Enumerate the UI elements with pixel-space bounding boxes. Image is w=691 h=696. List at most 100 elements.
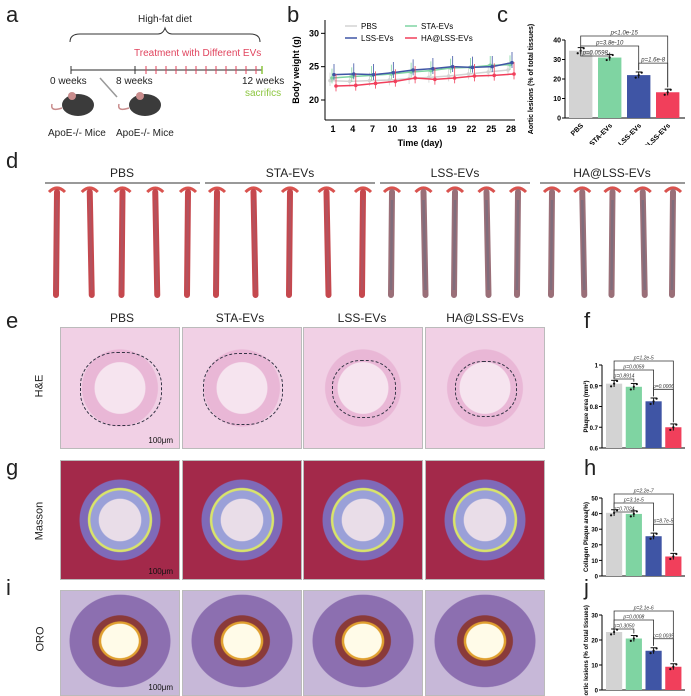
x-tick-label: 13 [407,124,417,134]
panel-label-a: a [6,2,19,27]
aorta-arch [178,186,198,194]
timeline-graphic [50,26,263,116]
plaque-outline [455,361,517,417]
panel-label-e: e [6,308,19,333]
x-tick-label: STA-EVs [589,122,615,145]
y-tick-label: 0.8 [590,405,599,411]
histology-image [303,590,423,696]
bar [606,512,623,576]
panel-label-f: f [584,308,591,333]
data-point [470,65,475,70]
data-point [431,66,435,71]
significance-bracket [613,507,635,513]
aorta-lesion [214,199,219,291]
aorta-arch [317,186,336,194]
y-axis-label: Aortic lesions (% of total tissues) [528,24,535,134]
data-point [472,74,477,78]
histology-image [303,460,423,580]
column-header: HA@LSS-EVs [446,311,524,325]
data-dot [634,76,637,79]
y-tick-label: 40 [553,38,561,45]
data-dot [635,510,638,513]
data-dot [669,668,672,671]
row-label-oro: ORO [34,626,47,652]
column-header: PBS [109,311,135,325]
p-value-label: p=0.7024 [612,507,634,513]
data-point [506,68,510,72]
data-point [328,78,332,83]
y-tick-label: 0.7 [590,426,599,432]
significance-bracket [613,627,635,634]
histology-image [182,327,302,449]
data-dot [612,382,616,385]
data-point [351,72,356,76]
p-value-label: p=3.1e-5 [623,498,644,504]
aorta-arch [633,186,652,194]
legend-label: HA@LSS-EVs [421,34,473,43]
data-dot [635,635,638,638]
aorta-lesion [389,199,394,291]
aorta-arch [113,186,132,194]
significance-bracket [580,45,611,57]
week0-label: 0 weeks [50,76,87,87]
aorta-arch [207,186,227,194]
data-dot [669,88,672,91]
y-tick-label: 20 [309,95,319,105]
data-point [391,70,396,75]
bar [625,513,642,576]
group-header: PBS [109,166,135,180]
p-value-label: p=1.6e-8 [640,58,666,64]
y-tick-label: 30 [309,28,319,38]
aorta-lesion [185,199,190,291]
data-point [433,77,437,82]
p-value-label: p=1.2e-5 [633,356,654,362]
p-value-label: p=2.1e-6 [633,606,654,612]
x-tick-label: 7 [370,124,375,134]
plaque-area-chart: 0.6 0.7 0.8 0.9 1 Plaque area (mm²) p=0.8914 p=… [583,356,685,453]
data-point [411,68,415,72]
data-point [349,74,354,79]
data-dot [652,400,655,403]
aorta-arch [146,186,165,194]
treatment-label: Treatment with Different EVs [134,48,262,59]
y-tick-label: 20 [591,639,598,645]
y-axis-label: Plaque area (mm²) [583,380,590,432]
data-point [347,79,352,84]
data-dot [576,52,579,55]
y-tick-label: 30 [553,57,561,64]
aorta-arch [542,186,562,194]
y-tick-label: 0.9 [590,384,599,390]
data-dot [629,639,632,642]
bar [665,427,682,448]
panel-label-c: c [497,2,508,27]
x-tick-label: 22 [466,124,476,134]
sacrifice-label: sacrifics [245,88,282,99]
p-value-label: p=0.0059 [622,365,644,371]
aorta-lesion [515,199,520,291]
data-point [512,72,516,76]
data-point [353,83,358,88]
data-point [393,79,398,84]
y-tick-label: 10 [553,96,561,103]
data-dot [632,637,635,640]
histology-image: 100μm [60,327,180,449]
histology-image: 100μm [60,590,180,696]
y-axis-label: Body weight (g) [291,36,301,104]
data-dot [652,535,655,538]
panel-label-h: h [584,455,597,480]
y-axis-label: Collagen Plaque area(%) [584,502,590,572]
mouse-label-2: ApoE-/- Mice [116,128,174,139]
y-tick-label: 50 [591,497,598,503]
mouse-icon [117,92,161,116]
p-value-label: p=3.8e-10 [595,41,624,47]
bar [665,666,682,690]
bar [625,638,642,690]
data-dot [666,91,669,94]
x-axis-label: Time (day) [398,138,443,148]
column-header: STA-EVs [215,311,265,325]
aorta-lesion [360,199,365,291]
diet-label: High-fat diet [138,14,192,25]
data-dot [609,514,613,517]
y-axis-label: Aortic lesions (% of total tissues) [584,605,590,696]
